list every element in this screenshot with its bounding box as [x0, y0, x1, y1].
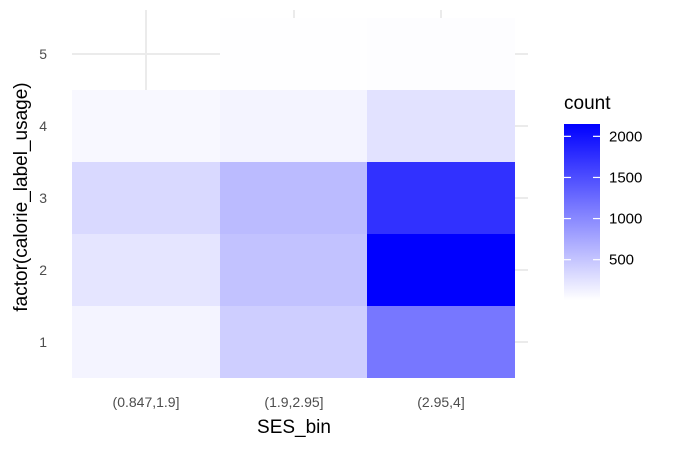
y-tick-label: 4 — [39, 118, 47, 134]
x-axis-title: SES_bin — [257, 417, 331, 438]
heatmap-cell — [72, 234, 220, 306]
heatmap-cell — [367, 162, 515, 234]
legend-title: count — [564, 93, 611, 114]
heatmap-cell — [72, 162, 220, 234]
y-tick-label: 1 — [39, 334, 47, 350]
legend-colorbar — [564, 124, 600, 300]
y-tick-label: 2 — [39, 262, 47, 278]
y-axis-ticks: 1 2 3 4 5 — [39, 46, 47, 350]
y-tick-label: 5 — [39, 46, 47, 62]
heatmap-cell — [220, 234, 368, 306]
heatmap-cell — [220, 18, 368, 90]
x-tick-label: (1.9,2.95] — [264, 394, 323, 410]
legend-tick-label: 2000 — [609, 128, 642, 145]
heatmap-cell — [220, 306, 368, 378]
legend-tick-label: 500 — [609, 252, 634, 269]
heatmap-cell — [367, 90, 515, 162]
legend-tick-label: 1000 — [609, 211, 642, 228]
legend-tick-label: 1500 — [609, 169, 642, 186]
x-tick-label: (0.847,1.9] — [113, 394, 180, 410]
x-tick-label: (2.95,4] — [417, 394, 464, 410]
heatmap-cell — [72, 90, 220, 162]
heatmap-cell — [367, 234, 515, 306]
y-axis-title: factor(calorie_label_usage) — [11, 82, 32, 311]
heatmap-cell — [367, 18, 515, 90]
heatmap-cell — [72, 306, 220, 378]
legend-ticks: 500 1000 1500 2000 — [564, 128, 642, 269]
color-legend: count 500 1000 1500 2000 — [564, 93, 642, 300]
heatmap-cell — [220, 90, 368, 162]
x-axis-ticks: (0.847,1.9] (1.9,2.95] (2.95,4] — [113, 394, 465, 410]
y-tick-label: 3 — [39, 190, 47, 206]
heatmap-cell — [367, 306, 515, 378]
heatmap-cell — [220, 162, 368, 234]
heatmap-cells — [72, 18, 515, 378]
